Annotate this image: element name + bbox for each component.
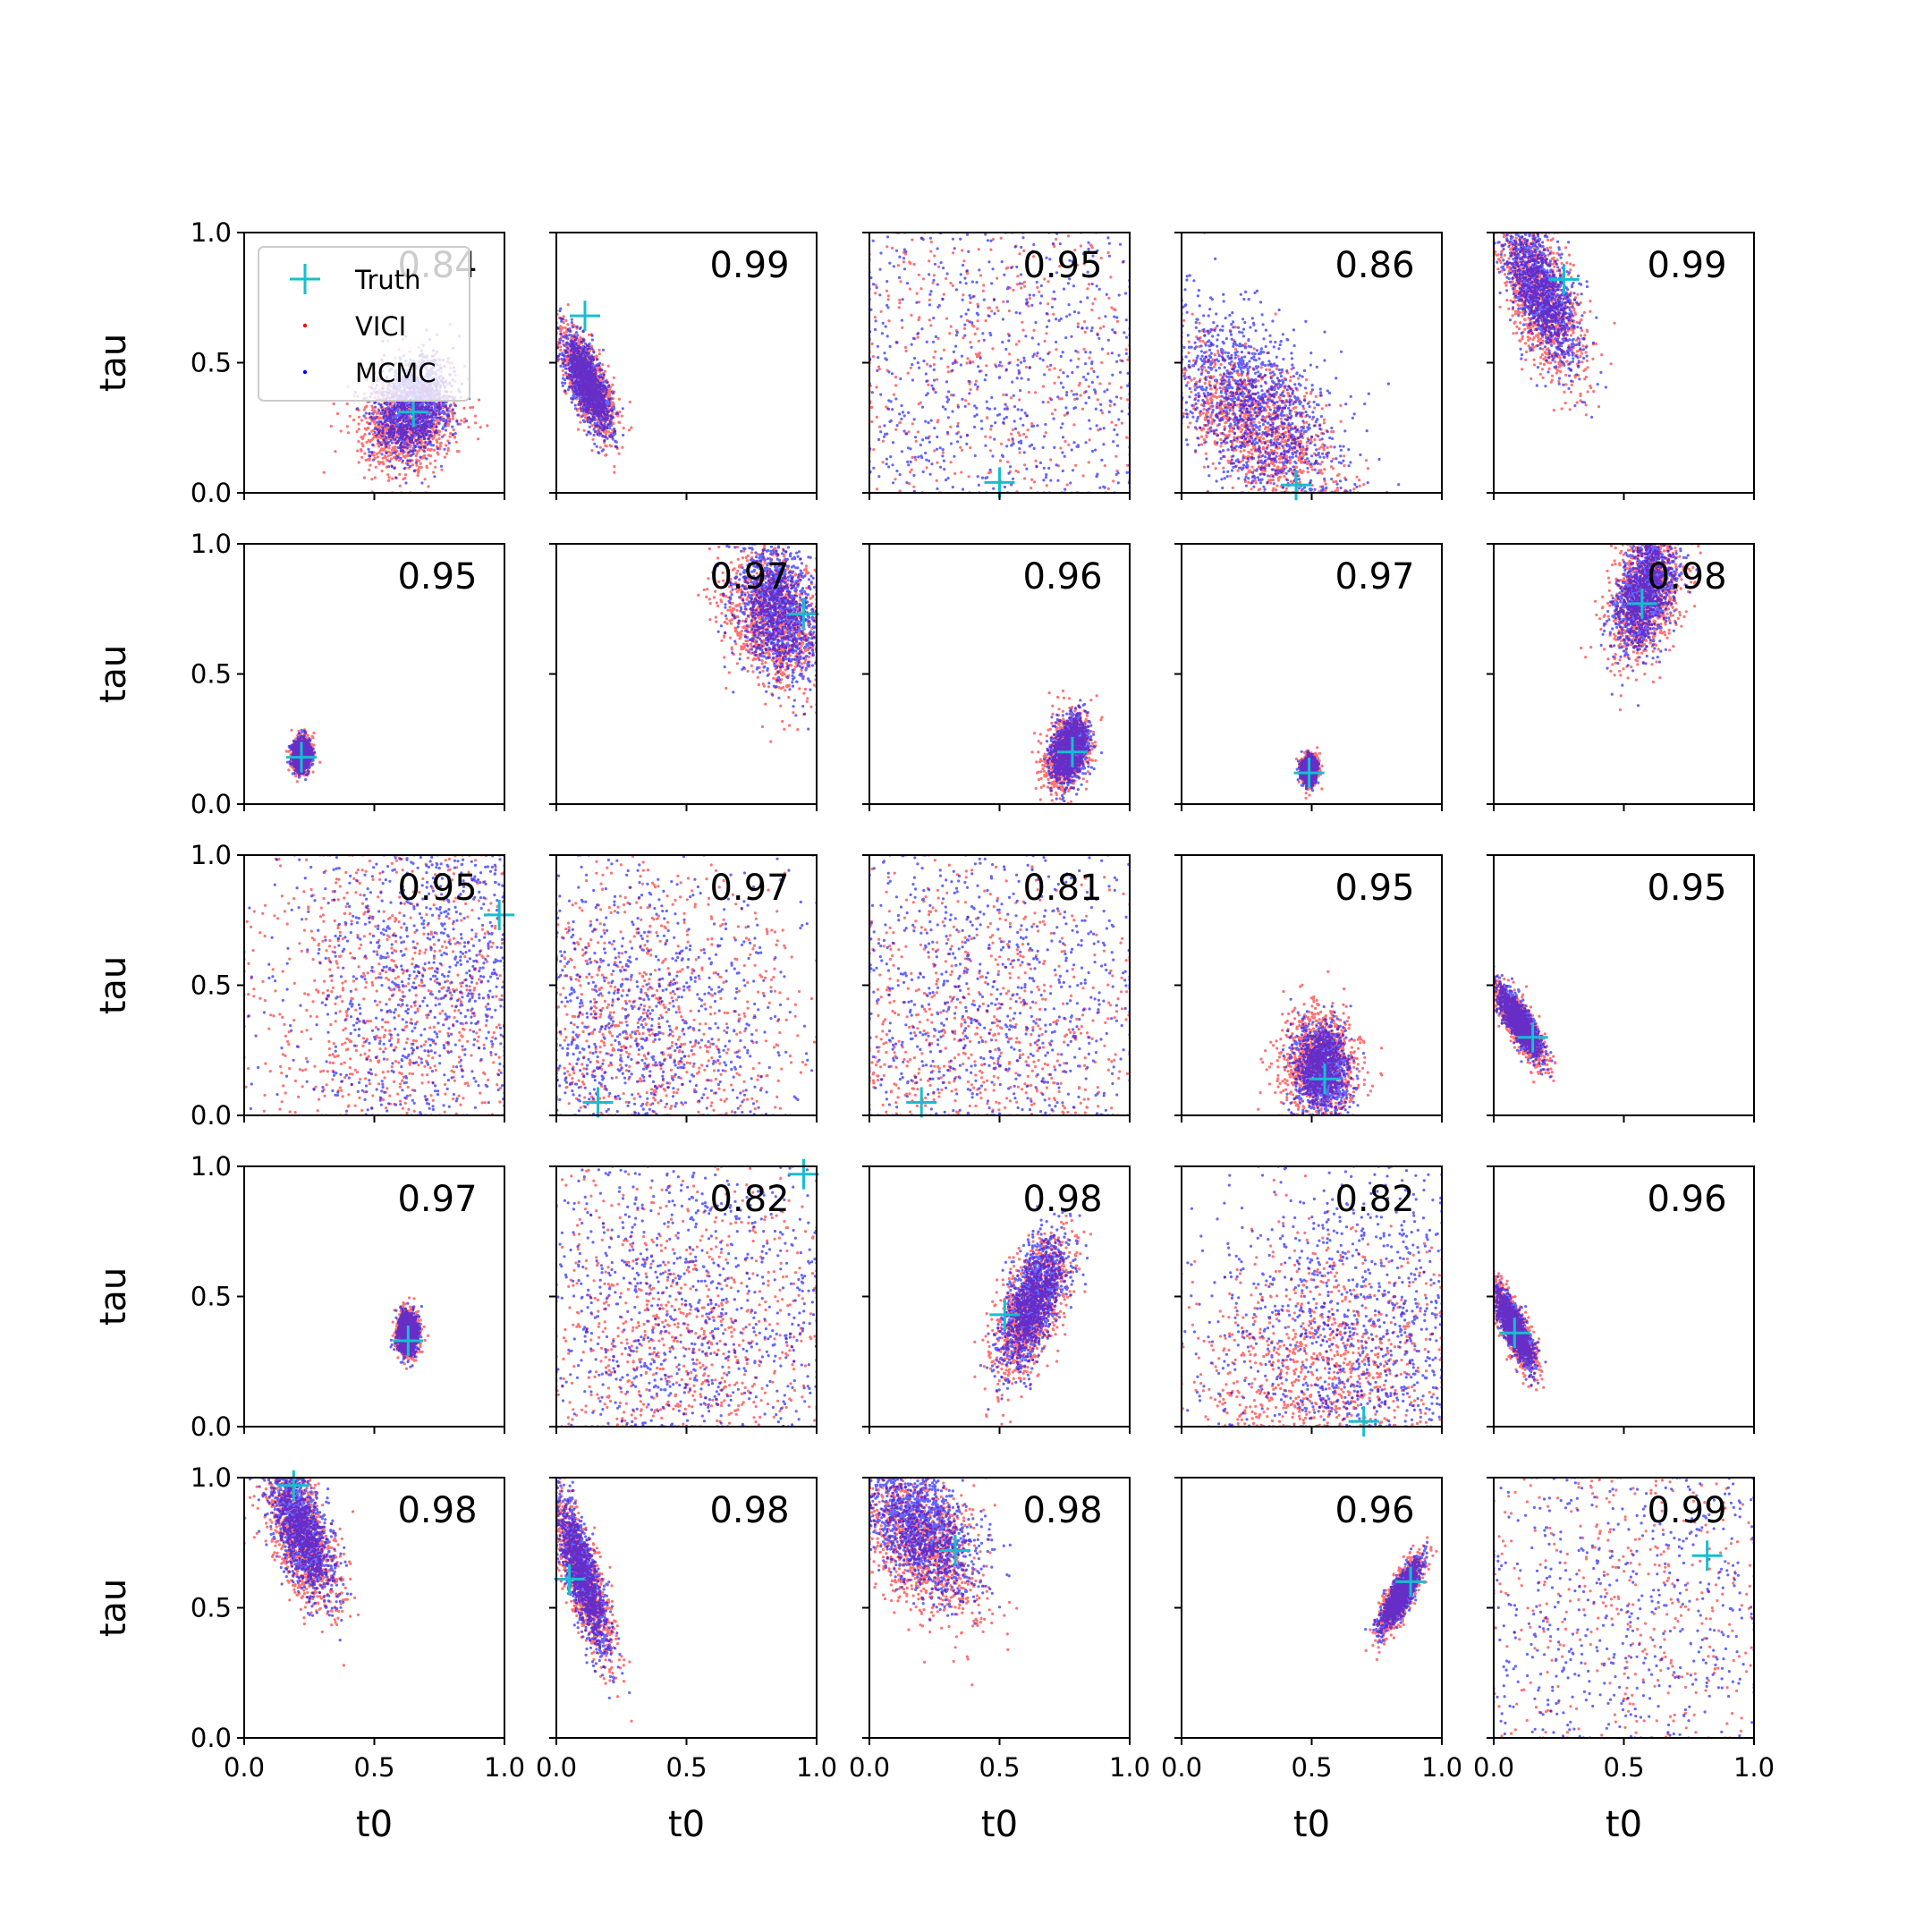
x-tick-label: 0.0	[224, 1752, 265, 1783]
y-tick-label: 1.0	[191, 529, 232, 559]
x-tick-label: 1.0	[484, 1752, 525, 1783]
y-tick-label: 1.0	[191, 1151, 232, 1182]
x-tick-label: 0.0	[536, 1752, 577, 1783]
y-tick-label: 0.0	[191, 1723, 232, 1753]
x-tick-label: 0.5	[1291, 1752, 1332, 1783]
y-tick-label: 1.0	[191, 840, 232, 870]
x-axis-label: t0	[981, 1804, 1018, 1845]
y-tick-label: 0.5	[191, 1593, 232, 1623]
panel-score: 0.98	[1022, 1490, 1102, 1531]
panel-score: 0.95	[397, 868, 477, 909]
x-tick-label: 1.0	[1421, 1752, 1462, 1783]
y-tick-label: 0.0	[191, 1411, 232, 1442]
y-tick-label: 0.5	[191, 970, 232, 1001]
y-tick-label: 0.0	[191, 789, 232, 819]
y-tick-label: 0.0	[191, 478, 232, 508]
y-tick-label: 0.5	[191, 348, 232, 378]
x-axis-label: t0	[1293, 1804, 1330, 1845]
y-tick-label: 1.0	[191, 217, 232, 248]
panel-score: 0.98	[1647, 556, 1726, 597]
panel-score: 0.98	[709, 1490, 789, 1531]
x-axis-label: t0	[356, 1804, 393, 1845]
y-tick-label: 0.5	[191, 659, 232, 690]
x-tick-label: 1.0	[796, 1752, 837, 1783]
x-tick-label: 1.0	[1109, 1752, 1150, 1783]
y-tick-label: 1.0	[191, 1462, 232, 1493]
legend-label-truth: Truth	[354, 265, 421, 295]
x-axis-label: t0	[668, 1804, 705, 1845]
panel-score: 0.99	[1647, 245, 1726, 286]
panel-score: 0.95	[1022, 245, 1102, 286]
x-tick-label: 0.0	[1473, 1752, 1514, 1783]
panel-score: 0.95	[397, 556, 477, 597]
x-tick-label: 0.5	[665, 1752, 707, 1783]
legend-vici-icon	[303, 324, 307, 327]
panel-score: 0.97	[397, 1179, 477, 1220]
y-tick-label: 0.0	[191, 1100, 232, 1131]
panel-score: 0.99	[1647, 1490, 1726, 1531]
y-tick-label: 0.5	[191, 1282, 232, 1312]
panel-score: 0.82	[709, 1179, 789, 1220]
panel-score: 0.86	[1335, 245, 1414, 286]
panel-score: 0.96	[1022, 556, 1102, 597]
panel-score: 0.97	[709, 868, 789, 909]
y-axis-label: tau	[93, 1579, 134, 1638]
panel-score: 0.97	[709, 556, 789, 597]
y-axis-label: tau	[93, 956, 134, 1015]
x-axis-label: t0	[1606, 1804, 1642, 1845]
legend-label-vici: VICI	[355, 311, 406, 342]
panel-score: 0.99	[709, 245, 789, 286]
x-tick-label: 0.5	[1603, 1752, 1644, 1783]
x-tick-label: 0.0	[849, 1752, 890, 1783]
panel-score: 0.98	[1022, 1179, 1102, 1220]
x-tick-label: 0.0	[1161, 1752, 1202, 1783]
panel-score: 0.96	[1335, 1490, 1414, 1531]
y-axis-label: tau	[93, 1267, 134, 1326]
legend-mcmc-icon	[303, 370, 307, 374]
y-axis-label: tau	[93, 645, 134, 704]
panel-score: 0.98	[397, 1490, 477, 1531]
x-tick-label: 0.5	[979, 1752, 1020, 1783]
panel-score: 0.95	[1647, 868, 1726, 909]
legend: Truth VICI MCMC	[258, 247, 470, 401]
panel-score: 0.97	[1335, 556, 1414, 597]
x-tick-label: 1.0	[1733, 1752, 1775, 1783]
panel-score: 0.96	[1647, 1179, 1726, 1220]
panel-score: 0.81	[1022, 868, 1102, 909]
legend-label-mcmc: MCMC	[355, 358, 436, 388]
panel-score: 0.82	[1335, 1179, 1414, 1220]
y-axis-label: tau	[93, 334, 134, 393]
panel-score: 0.95	[1335, 868, 1414, 909]
x-tick-label: 0.5	[353, 1752, 394, 1783]
